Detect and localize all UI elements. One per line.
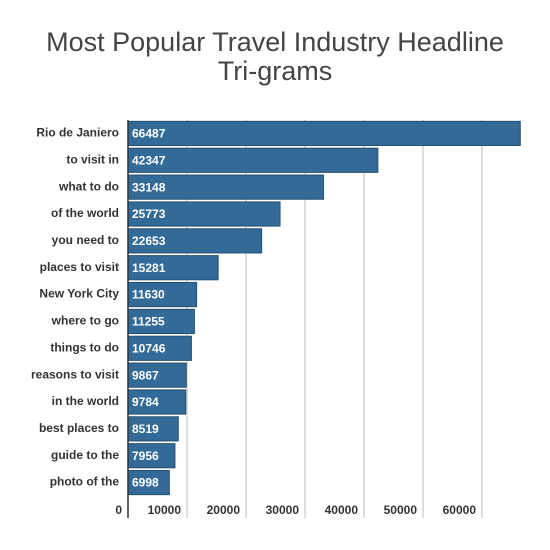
value-label: 15281 xyxy=(132,261,166,275)
y-tick-label: what to do xyxy=(58,179,119,193)
y-tick-label: New York City xyxy=(39,287,119,301)
y-tick-label: reasons to visit xyxy=(31,367,119,381)
bar xyxy=(127,443,176,469)
y-tick-label: guide to the xyxy=(51,448,119,462)
y-tick-label: things to do xyxy=(50,340,119,354)
y-tick-label: in the world xyxy=(52,394,119,408)
y-tick-label: of the world xyxy=(51,206,119,220)
x-tick-label: 40000 xyxy=(325,503,359,517)
y-tick-label: best places to xyxy=(39,421,119,435)
y-tick-label: photo of the xyxy=(50,475,120,489)
value-label: 11255 xyxy=(132,315,165,329)
chart-title: Most Popular Travel Industry Headline Tr… xyxy=(46,27,504,86)
x-tick-label: 50000 xyxy=(384,503,418,517)
bar xyxy=(127,389,187,415)
value-label: 9867 xyxy=(132,368,159,382)
value-label: 33148 xyxy=(132,180,166,194)
value-label: 22653 xyxy=(132,234,166,248)
y-tick-label: you need to xyxy=(52,233,119,247)
y-tick-label: to visit in xyxy=(66,152,119,166)
bar xyxy=(127,255,219,281)
bar xyxy=(127,174,325,200)
bar xyxy=(127,308,195,335)
x-tick-label: 30000 xyxy=(266,503,300,517)
value-label: 10746 xyxy=(132,341,166,355)
value-label: 42347 xyxy=(132,153,166,167)
value-label: 9784 xyxy=(132,395,159,409)
y-tick-label: where to go xyxy=(51,314,119,328)
bar xyxy=(127,147,379,173)
bar xyxy=(127,228,263,254)
bar xyxy=(127,416,179,442)
x-tick-label: 60000 xyxy=(443,503,477,517)
x-tick-label: 0 xyxy=(115,503,122,517)
y-tick-label: places to visit xyxy=(40,260,119,274)
bar xyxy=(127,362,187,388)
y-tick-label: Rio de Janiero xyxy=(36,126,119,140)
bar xyxy=(127,201,281,227)
bar xyxy=(127,120,521,147)
value-label: 8519 xyxy=(132,422,159,436)
x-tick-label: 20000 xyxy=(207,503,241,517)
bar xyxy=(127,469,170,496)
value-label: 66487 xyxy=(132,127,166,141)
bar xyxy=(127,281,198,308)
value-label: 6998 xyxy=(132,476,159,490)
value-label: 7956 xyxy=(132,449,159,463)
value-label: 25773 xyxy=(132,207,166,221)
value-label: 11630 xyxy=(132,288,165,302)
x-tick-label: 10000 xyxy=(148,503,182,517)
